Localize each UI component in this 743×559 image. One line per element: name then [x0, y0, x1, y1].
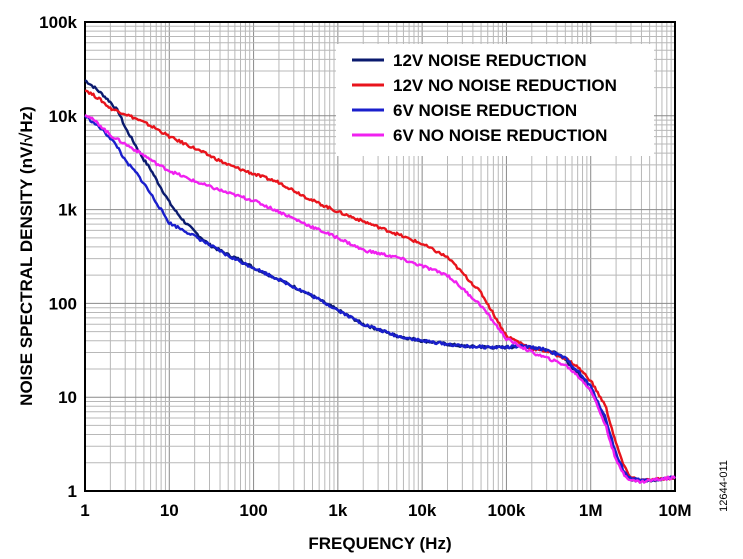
legend: 12V NOISE REDUCTION 12V NO NOISE REDUCTIO…: [336, 44, 654, 156]
x-tick-label: 10M: [658, 501, 691, 520]
x-tick-label: 10: [160, 501, 179, 520]
x-tick-label: 1k: [328, 501, 347, 520]
x-tick-label: 100k: [488, 501, 526, 520]
legend-background: [336, 44, 654, 156]
legend-label: 6V NO NOISE REDUCTION: [393, 126, 607, 145]
data-series-layer: [84, 79, 677, 484]
x-axis-tick-labels: 1 10 100 1k 10k 100k 1M 10M: [80, 501, 691, 520]
legend-label: 12V NOISE REDUCTION: [393, 51, 587, 70]
legend-label: 6V NOISE REDUCTION: [393, 101, 577, 120]
series-line-4: [84, 114, 676, 484]
x-axis-title: FREQUENCY (Hz): [308, 534, 451, 553]
y-axis-title: NOISE SPECTRAL DENSITY (nV/√Hz): [17, 106, 36, 406]
y-axis-tick-labels: 1 10 100 1k 10k 100k: [39, 13, 77, 501]
x-tick-label: 100: [239, 501, 267, 520]
x-tick-label: 10k: [408, 501, 437, 520]
y-tick-label: 1: [68, 482, 77, 501]
y-tick-label: 10k: [49, 107, 78, 126]
legend-label: 12V NO NOISE REDUCTION: [393, 76, 617, 95]
y-tick-label: 1k: [58, 201, 77, 220]
x-tick-label: 1: [80, 501, 89, 520]
plot-area-frame: [84, 21, 676, 492]
chart-grid: [84, 22, 675, 492]
figure-id-label: 12644-011: [718, 460, 730, 512]
x-tick-label: 1M: [579, 501, 603, 520]
y-tick-label: 10: [58, 388, 77, 407]
series-line-2: [84, 89, 676, 483]
series-line-3: [84, 114, 676, 483]
y-tick-label: 100k: [39, 13, 77, 32]
y-tick-label: 100: [49, 294, 77, 313]
